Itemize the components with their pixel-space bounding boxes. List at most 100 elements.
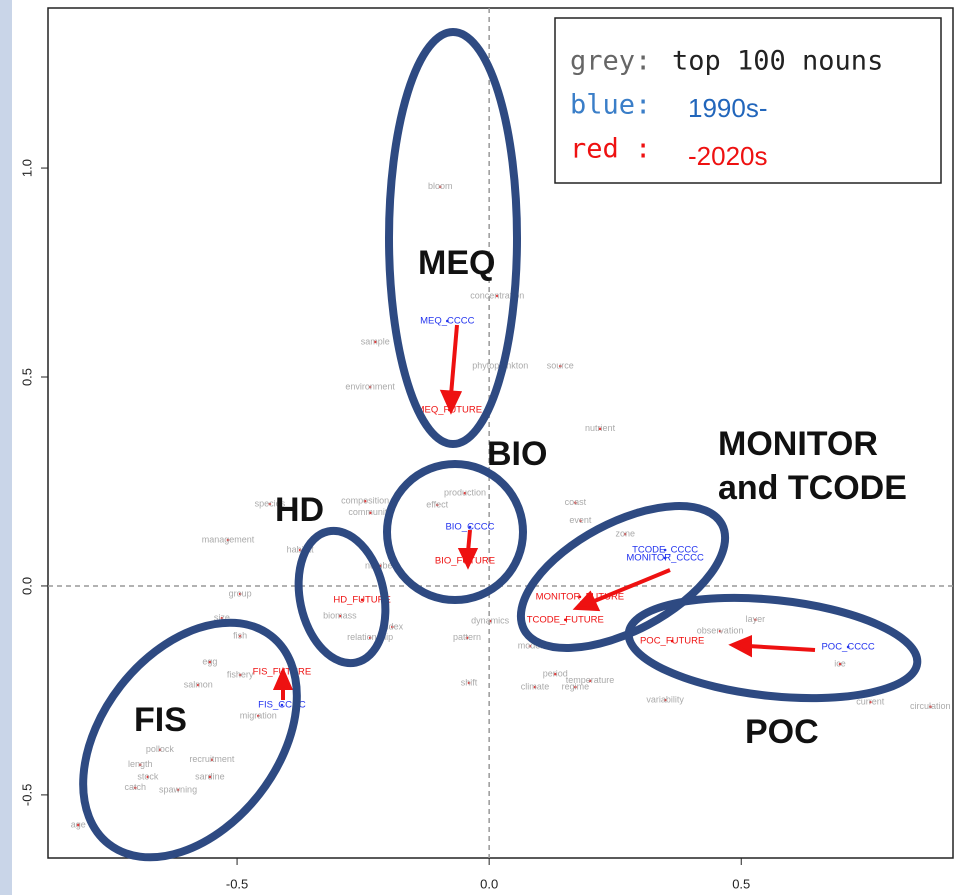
- point-label: relationship: [347, 632, 393, 642]
- point-label: spawning: [159, 784, 197, 794]
- point: [488, 619, 492, 623]
- arrow: [747, 644, 816, 652]
- ellipse: [624, 593, 922, 703]
- point: [623, 532, 627, 536]
- point-label: TCODE_CCCC: [632, 545, 698, 556]
- point-label: regime: [562, 681, 590, 691]
- point: [553, 672, 557, 676]
- point: [670, 639, 674, 643]
- point-label: ice: [834, 658, 846, 668]
- legend-text: 1990s-: [688, 93, 768, 123]
- point-label: management: [202, 534, 255, 544]
- point-label: coast: [565, 497, 587, 507]
- point: [846, 645, 850, 649]
- point: [208, 660, 212, 664]
- point: [138, 763, 142, 767]
- point: [528, 644, 532, 648]
- point-label: biomass: [323, 610, 357, 620]
- point-label: length: [128, 759, 153, 769]
- point: [574, 501, 577, 505]
- point: [465, 636, 469, 640]
- point: [226, 538, 230, 542]
- point-label: period: [543, 669, 568, 679]
- point: [446, 319, 449, 323]
- point-label: species: [255, 498, 286, 508]
- point: [495, 294, 499, 298]
- point: [463, 491, 467, 495]
- point-label: MONITOR_FUTURE: [536, 591, 625, 602]
- ellipse: [516, 502, 730, 652]
- point-label: egg: [202, 656, 217, 666]
- point: [467, 681, 471, 685]
- point-label: MEQ_CCCC: [420, 316, 475, 327]
- point: [368, 636, 372, 640]
- point-label: observation: [697, 625, 744, 635]
- point: [220, 616, 224, 620]
- legend-key: grey:: [570, 46, 651, 77]
- legend-box: [554, 17, 942, 184]
- point-label: BIO_CCCC: [445, 522, 494, 533]
- point-label: current: [856, 696, 885, 706]
- point: [588, 679, 592, 683]
- cluster-ellipses: [79, 28, 922, 862]
- y-tick-label: -0.5: [19, 784, 34, 806]
- point-label: MONITOR_CCCC: [626, 552, 704, 563]
- point-label: effect: [426, 499, 448, 509]
- ellipse: [79, 618, 301, 862]
- point-label: source: [547, 361, 574, 371]
- point-label: concentration: [470, 290, 524, 300]
- point: [76, 823, 80, 827]
- point: [598, 427, 602, 431]
- point-label: HD_FUTURE: [333, 594, 391, 605]
- cluster-label: BIO: [487, 435, 547, 473]
- arrow-head: [439, 389, 463, 415]
- point: [210, 758, 214, 762]
- point-label: temperature: [566, 675, 615, 685]
- point-label: production: [444, 488, 486, 498]
- point: [754, 618, 757, 622]
- y-tick-label: 0.5: [19, 368, 34, 386]
- point: [578, 595, 582, 599]
- point-label: migration: [240, 710, 277, 720]
- y-tick-label: 1.0: [19, 159, 34, 177]
- arrow-head: [728, 635, 752, 658]
- x-tick-label: -0.5: [226, 876, 248, 891]
- point-label: pollock: [146, 744, 175, 754]
- point: [663, 698, 667, 702]
- cluster-label: MEQ: [418, 244, 495, 282]
- point-label: variability: [646, 694, 684, 704]
- point-label: sample: [361, 336, 390, 346]
- point: [238, 634, 242, 638]
- point-label: climate: [521, 681, 550, 691]
- point: [280, 703, 284, 707]
- point: [838, 662, 842, 666]
- point-label: stock: [137, 771, 159, 781]
- point-label: sardine: [195, 771, 225, 781]
- point: [468, 525, 472, 529]
- point-label: salmon: [184, 679, 213, 689]
- point-label: circulation: [910, 701, 951, 711]
- point: [391, 625, 394, 629]
- side-strip: [0, 0, 12, 895]
- point: [563, 618, 567, 622]
- ellipse: [294, 526, 390, 668]
- cluster-label: MONITOR: [718, 425, 878, 463]
- point: [929, 705, 932, 709]
- cluster-label: HD: [275, 491, 324, 529]
- point-label: layer: [746, 614, 766, 624]
- point: [663, 556, 667, 560]
- point: [238, 592, 242, 596]
- legend-text: -2020s: [688, 141, 768, 171]
- plot-frame: [47, 7, 954, 859]
- point: [238, 673, 242, 677]
- cluster-label: and TCODE: [718, 469, 907, 507]
- point: [574, 685, 577, 689]
- point-label: model: [518, 641, 543, 651]
- point: [579, 519, 582, 523]
- legend-text: top 100 nouns: [672, 46, 883, 77]
- point-label: pattern: [453, 632, 481, 642]
- point: [368, 511, 372, 515]
- arrow: [591, 568, 671, 604]
- point-label: recruitment: [189, 754, 235, 764]
